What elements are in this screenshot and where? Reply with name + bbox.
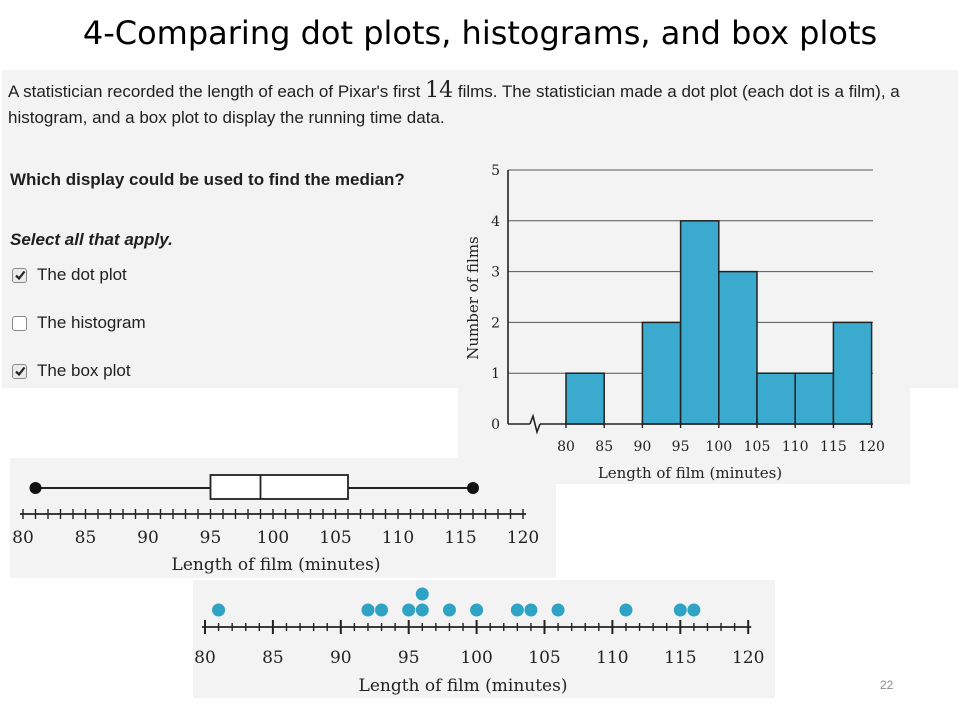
x-tick-label: 80 bbox=[194, 648, 216, 668]
x-tick-label: 115 bbox=[664, 648, 696, 668]
histogram-bar bbox=[679, 220, 720, 425]
option-label: The box plot bbox=[37, 361, 131, 380]
dot bbox=[551, 603, 565, 617]
x-axis-label: Length of film (minutes) bbox=[598, 464, 782, 482]
histogram-bar bbox=[641, 321, 682, 425]
problem-text-start: A statistician recorded the length of ea… bbox=[8, 82, 426, 101]
dot-plot-panel: 80 85 90 95 100 105 110 115 120 Length of film (m… bbox=[193, 580, 775, 698]
x-tick-label: 115 bbox=[444, 528, 476, 548]
option-box-plot[interactable]: The box plot bbox=[12, 361, 131, 381]
y-tick-label: 2 bbox=[491, 315, 500, 331]
dot bbox=[361, 603, 375, 617]
y-tick-label: 3 bbox=[491, 265, 500, 281]
dot bbox=[687, 603, 701, 617]
x-tick-label: 105 bbox=[528, 648, 560, 668]
histogram-bar bbox=[756, 372, 796, 425]
dot bbox=[673, 603, 687, 617]
dot bbox=[415, 587, 429, 601]
x-axis-label: Length of film (minutes) bbox=[359, 676, 568, 696]
x-tick-label: 120 bbox=[858, 439, 885, 455]
x-tick-label: 105 bbox=[744, 439, 771, 455]
x-axis-label: Length of film (minutes) bbox=[172, 555, 381, 575]
x-tick-label: 80 bbox=[12, 528, 34, 548]
option-label: The dot plot bbox=[37, 265, 127, 284]
instruction-text: Select all that apply. bbox=[10, 230, 173, 249]
dot bbox=[415, 603, 429, 617]
box-plot-chart: 80 85 90 95 100 105 110 115 120 Length of film (m… bbox=[12, 474, 539, 575]
dot bbox=[375, 603, 389, 617]
dot bbox=[619, 603, 633, 617]
histogram-bar bbox=[718, 270, 758, 425]
dot bbox=[470, 603, 484, 617]
x-tick-label: 120 bbox=[732, 648, 764, 668]
axis-break-icon bbox=[529, 413, 541, 435]
x-tick-label: 120 bbox=[507, 528, 539, 548]
box-plot-panel: 80 85 90 95 100 105 110 115 120 Length of film (m… bbox=[10, 458, 556, 578]
x-tick-label: 85 bbox=[595, 439, 613, 455]
dot bbox=[524, 603, 538, 617]
dot bbox=[212, 603, 226, 617]
x-tick-label: 115 bbox=[820, 439, 847, 455]
checkbox-box-plot[interactable] bbox=[12, 363, 27, 379]
y-axis-label: Number of films bbox=[464, 236, 482, 360]
x-tick-label: 90 bbox=[137, 528, 159, 548]
dot-plot-chart: 80 85 90 95 100 105 110 115 120 Length of film (m… bbox=[194, 587, 764, 696]
box bbox=[209, 474, 349, 500]
dot bbox=[402, 603, 416, 617]
x-tick-label: 110 bbox=[782, 439, 809, 455]
x-tick-label: 100 bbox=[705, 439, 732, 455]
checkbox-dot-plot[interactable] bbox=[12, 267, 27, 283]
checkmark-icon bbox=[14, 366, 25, 377]
problem-text: A statistician recorded the length of ea… bbox=[8, 78, 953, 131]
max-point bbox=[467, 482, 479, 494]
x-tick-label: 110 bbox=[596, 648, 628, 668]
x-tick-label: 100 bbox=[257, 528, 289, 548]
x-tick-label: 95 bbox=[200, 528, 222, 548]
dot bbox=[510, 603, 524, 617]
dot bbox=[442, 603, 456, 617]
min-point bbox=[29, 482, 42, 494]
histogram-bar bbox=[794, 372, 835, 425]
histogram-bar bbox=[832, 321, 873, 425]
x-tick-label: 80 bbox=[557, 439, 575, 455]
film-count: 14 bbox=[425, 78, 454, 103]
page-number: 22 bbox=[880, 678, 894, 692]
x-tick-label: 90 bbox=[330, 648, 352, 668]
x-tick-label: 90 bbox=[633, 439, 651, 455]
option-label: The histogram bbox=[37, 313, 146, 332]
checkbox-histogram[interactable] bbox=[12, 315, 27, 331]
x-tick-label: 105 bbox=[319, 528, 351, 548]
question-text: Which display could be used to find the … bbox=[10, 170, 405, 189]
option-histogram[interactable]: The histogram bbox=[12, 313, 146, 333]
checkmark-icon bbox=[14, 270, 25, 281]
x-tick-label: 110 bbox=[382, 528, 414, 548]
y-tick-label: 1 bbox=[491, 366, 500, 382]
option-dot-plot[interactable]: The dot plot bbox=[12, 265, 127, 285]
histogram-chart: 0 1 2 3 4 5 80 85 90 95 100 105 110 115 120 Length of f… bbox=[464, 163, 885, 482]
x-tick-label: 85 bbox=[262, 648, 284, 668]
histogram-panel: 0 1 2 3 4 5 80 85 90 95 100 105 110 115 120 Length of f… bbox=[458, 160, 910, 484]
x-tick-label: 95 bbox=[672, 439, 690, 455]
y-tick-label: 5 bbox=[491, 163, 500, 179]
slide-title: 4-Comparing dot plots, histograms, and b… bbox=[82, 14, 878, 52]
x-tick-label: 85 bbox=[75, 528, 97, 548]
problem-text-end: films. The statistician made a dot plot … bbox=[8, 82, 900, 127]
x-tick-label: 100 bbox=[460, 648, 492, 668]
histogram-bar bbox=[565, 372, 605, 425]
y-tick-label: 4 bbox=[491, 214, 500, 230]
y-tick-label: 0 bbox=[491, 417, 500, 433]
x-tick-label: 95 bbox=[398, 648, 420, 668]
